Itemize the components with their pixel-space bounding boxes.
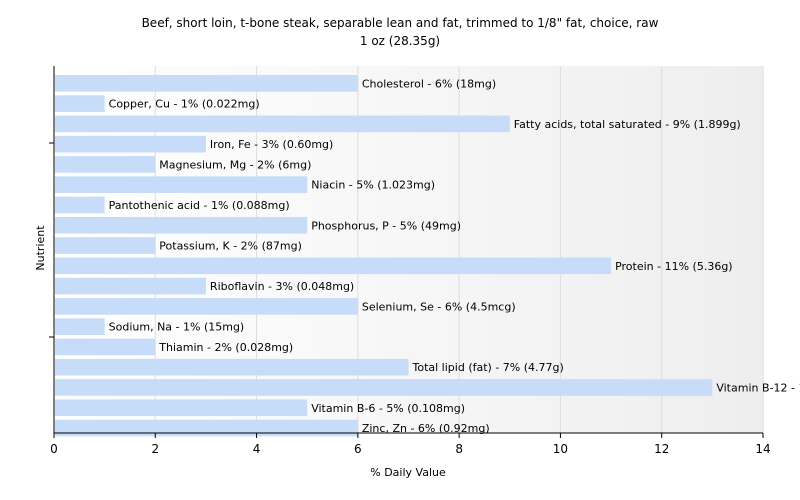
bar (55, 75, 358, 92)
bar-label: Cholesterol - 6% (18mg) (362, 77, 496, 90)
bar (55, 257, 612, 275)
bar (55, 419, 358, 437)
bar-label: Magnesium, Mg - 2% (6mg) (159, 158, 311, 171)
bars: Cholesterol - 6% (18mg) Copper, Cu - 1% (… (55, 75, 800, 437)
bar (55, 338, 156, 356)
y-axis-label: Nutrient (34, 225, 47, 271)
x-tick-label: 12 (654, 442, 669, 456)
bar (55, 358, 409, 376)
x-tick-label: 6 (354, 442, 362, 456)
bar (55, 277, 206, 295)
bar-label: Zinc, Zn - 6% (0.92mg) (362, 422, 490, 435)
bar-label: Fatty acids, total saturated - 9% (1.899… (514, 118, 741, 131)
bar (55, 216, 308, 234)
bar (55, 156, 156, 173)
x-tick-label: 14 (755, 442, 770, 456)
x-tick-label: 0 (50, 442, 58, 456)
bar-label: Pantothenic acid - 1% (0.088mg) (109, 199, 290, 212)
bar (55, 379, 713, 396)
bar-label: Copper, Cu - 1% (0.022mg) (109, 98, 260, 111)
bar-label: Protein - 11% (5.36g) (615, 260, 733, 273)
bar (55, 237, 156, 254)
bar-label: Sodium, Na - 1% (15mg) (109, 321, 245, 334)
bar-label: Vitamin B-6 - 5% (0.108mg) (311, 402, 465, 415)
x-tick-label: 4 (253, 442, 261, 456)
bar (55, 176, 308, 194)
bar-label: Total lipid (fat) - 7% (4.77g) (412, 361, 564, 374)
bar-label: Thiamin - 2% (0.028mg) (158, 341, 293, 354)
chart-subtitle: 1 oz (28.35g) (360, 34, 440, 48)
bar (55, 318, 105, 335)
bar (55, 196, 105, 214)
bar-label: Selenium, Se - 6% (4.5mcg) (362, 300, 516, 313)
x-tick-label: 10 (553, 442, 568, 456)
x-tick-label: 8 (455, 442, 463, 456)
bar-label: Vitamin B-12 - 13% (0.78mcg) (716, 381, 800, 394)
x-tick-label: 2 (151, 442, 159, 456)
axes (49, 66, 763, 434)
bar-label: Niacin - 5% (1.023mg) (311, 179, 435, 192)
bar-label: Iron, Fe - 3% (0.60mg) (210, 138, 333, 151)
chart-title: Beef, short loin, t-bone steak, separabl… (142, 16, 659, 30)
bar (55, 95, 105, 112)
bar-label: Phosphorus, P - 5% (49mg) (311, 219, 461, 232)
bar (55, 115, 510, 133)
bar-label: Riboflavin - 3% (0.048mg) (210, 280, 354, 293)
bar-label: Potassium, K - 2% (87mg) (159, 240, 302, 253)
x-ticks: 0 2 4 6 8 10 12 14 (50, 433, 771, 456)
bar (55, 298, 358, 315)
bar (55, 135, 206, 153)
bar (55, 399, 308, 417)
x-axis-label: % Daily Value (370, 466, 446, 479)
